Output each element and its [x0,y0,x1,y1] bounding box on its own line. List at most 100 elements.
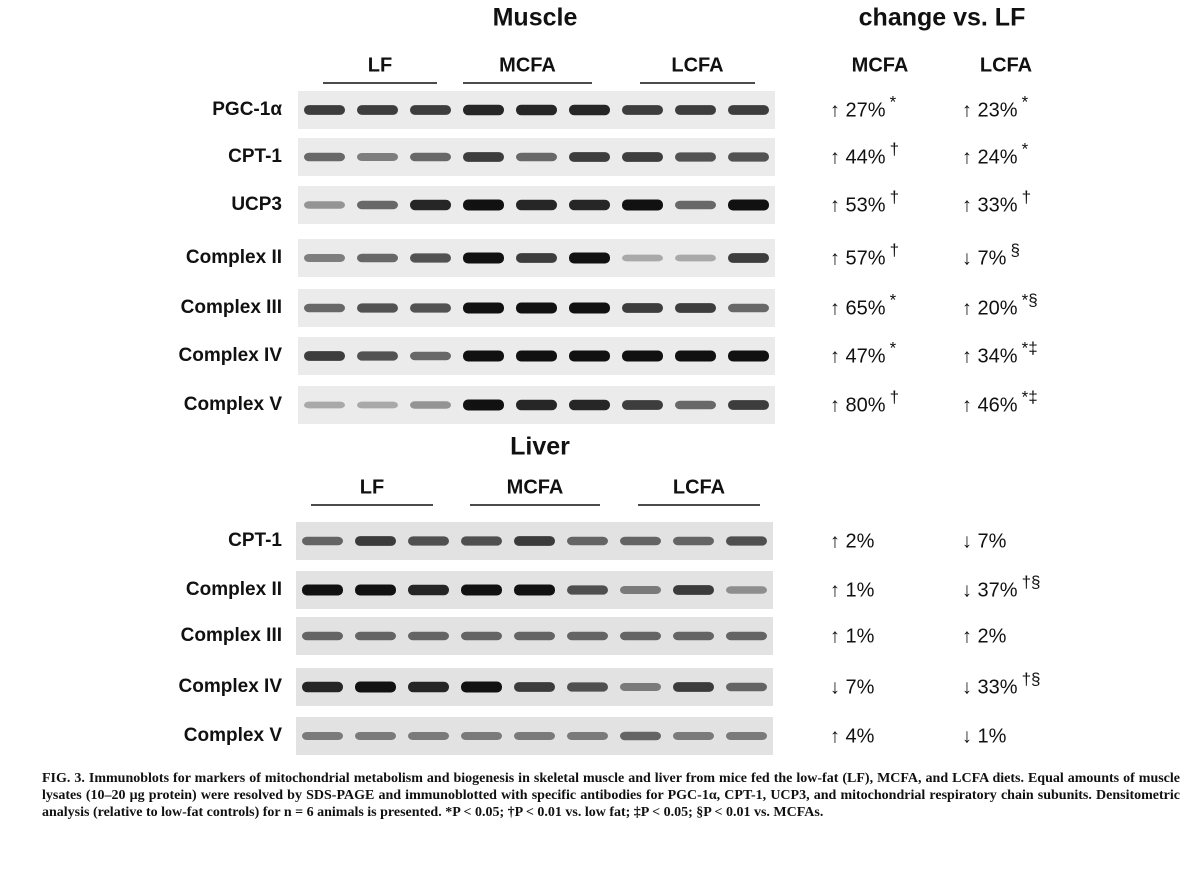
band [622,254,663,262]
significance: †§ [1022,572,1041,591]
band [675,105,716,115]
change-value: ↓ 1% [962,725,1007,747]
band [726,631,767,641]
band [410,105,451,115]
band [408,631,449,641]
band [728,350,769,362]
significance: * [890,92,897,111]
group-label: LF [368,54,392,76]
change-value: ↑ 4% [830,725,875,747]
band [516,350,557,362]
band [569,104,610,116]
band [463,252,504,264]
band [516,152,557,162]
significance: * [1022,139,1029,158]
change-title: change vs. LF [859,4,1026,32]
band [622,152,663,162]
change-value: ↑ 34% [962,345,1018,367]
band [514,536,555,546]
band [357,303,398,313]
band [726,536,767,546]
band [514,631,555,641]
band [357,200,398,210]
band [304,201,345,209]
band [726,682,767,692]
change-value: ↓ 7% [830,676,875,698]
band [463,302,504,314]
change-value: ↑ 46% [962,394,1018,416]
band [410,253,451,263]
band [463,399,504,411]
band [516,104,557,116]
band [569,399,610,411]
change-value: ↑ 53% [830,194,886,216]
figure: Muscle change vs. LF MCFA LCFA Liver LF M… [179,4,1041,755]
band [620,631,661,641]
band [410,199,451,211]
band [673,682,714,692]
change-value: ↑ 47% [830,345,886,367]
row-label: PGC-1α [212,99,282,120]
band [569,302,610,314]
significance: †§ [1022,669,1041,688]
row-label: Complex II [186,247,282,268]
band [410,303,451,313]
change-value: ↑ 24% [962,146,1018,168]
band [673,536,714,546]
change-value: ↓ 37% [962,579,1018,601]
band [461,732,502,740]
band [516,302,557,314]
change-value: ↑ 33% [962,194,1018,216]
band [516,199,557,211]
band [620,683,661,691]
group-label: LCFA [671,54,723,76]
significance: * [890,290,897,309]
band [567,631,608,641]
band [461,536,502,546]
significance: * [890,338,897,357]
band [675,152,716,162]
band [675,200,716,210]
band [410,401,451,409]
muscle-title: Muscle [493,4,578,32]
band [304,351,345,361]
band [622,199,663,211]
band [726,586,767,594]
band [516,399,557,411]
band [567,682,608,692]
row-label: Complex IV [179,676,283,697]
significance: *‡ [1022,338,1038,357]
significance: † [890,139,899,158]
significance: * [1022,92,1029,111]
band [728,152,769,162]
band [569,199,610,211]
change-value: ↑ 1% [830,579,875,601]
band [463,199,504,211]
band [355,584,396,596]
band [355,536,396,546]
group-label: LCFA [673,476,725,498]
band [514,682,555,692]
band [673,732,714,740]
row-label: Complex IV [179,345,283,366]
band [355,732,396,740]
row-label: CPT-1 [228,530,282,551]
band [463,350,504,362]
band [408,681,449,693]
band [355,631,396,641]
band [728,400,769,410]
change-value: ↑ 57% [830,247,886,269]
band [675,303,716,313]
group-label: MCFA [507,476,564,498]
band [463,104,504,116]
band [728,199,769,211]
band [675,350,716,362]
band [673,631,714,641]
change-column: LCFA [980,54,1032,76]
row-label: Complex III [181,625,282,646]
band [302,584,343,596]
band [620,586,661,594]
band [569,152,610,162]
band [567,536,608,546]
band [304,401,345,409]
